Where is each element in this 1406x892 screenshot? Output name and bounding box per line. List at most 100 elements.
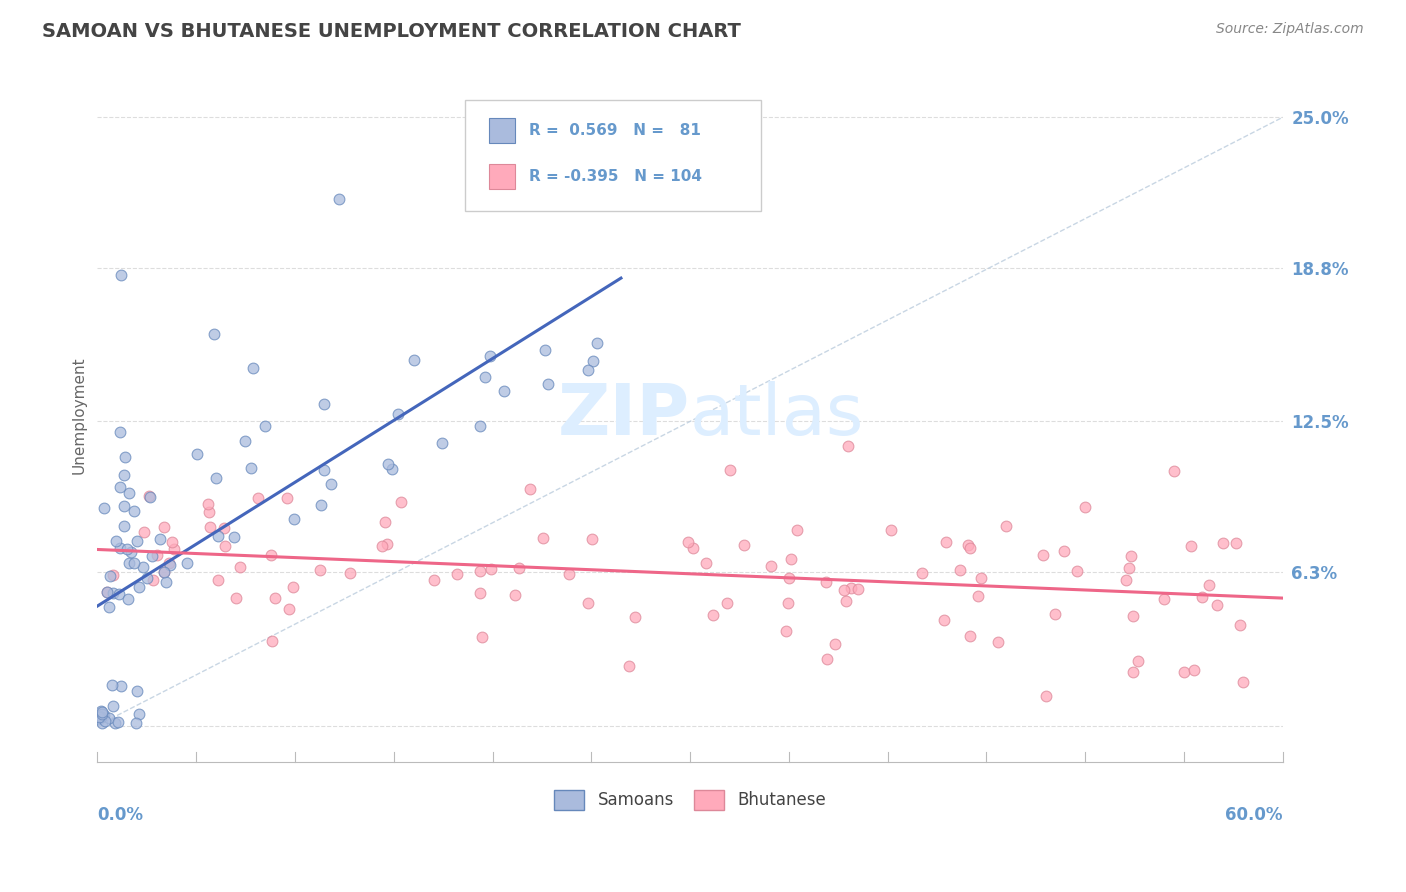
- Point: [815, 575, 838, 590]
- Point: [159, 558, 181, 572]
- Point: [1225, 536, 1247, 550]
- Point: [468, 418, 491, 433]
- Point: [139, 490, 162, 504]
- Point: [949, 563, 972, 577]
- Point: [537, 377, 560, 392]
- Point: [136, 571, 159, 585]
- Point: [328, 192, 350, 206]
- Point: [1232, 674, 1254, 689]
- Point: [1182, 663, 1205, 677]
- Point: [242, 360, 264, 375]
- Text: atlas: atlas: [690, 381, 865, 450]
- Point: [93, 500, 115, 515]
- Point: [835, 594, 858, 608]
- Point: [101, 567, 124, 582]
- Point: [110, 268, 132, 283]
- Point: [619, 659, 641, 673]
- Point: [1115, 574, 1137, 588]
- Point: [468, 586, 491, 600]
- Point: [186, 446, 208, 460]
- Point: [387, 407, 409, 421]
- Point: [107, 715, 129, 730]
- Point: [142, 573, 165, 587]
- Point: [479, 562, 502, 576]
- Point: [1122, 608, 1144, 623]
- Point: [253, 418, 276, 433]
- Point: [1066, 564, 1088, 578]
- Point: [146, 549, 169, 563]
- Point: [446, 567, 468, 582]
- Point: [97, 600, 120, 615]
- Point: [1212, 536, 1234, 550]
- Point: [402, 352, 425, 367]
- Point: [176, 557, 198, 571]
- Legend: Samoans, Bhutanese: Samoans, Bhutanese: [547, 783, 832, 816]
- Point: [1032, 549, 1054, 563]
- Point: [576, 596, 599, 610]
- Point: [96, 584, 118, 599]
- Point: [228, 560, 250, 574]
- Point: [837, 439, 859, 453]
- Point: [153, 520, 176, 534]
- Point: [1043, 607, 1066, 622]
- Y-axis label: Unemployment: Unemployment: [72, 357, 86, 475]
- Point: [212, 521, 235, 535]
- Point: [534, 343, 557, 358]
- Point: [339, 566, 361, 580]
- Point: [1053, 544, 1076, 558]
- Point: [262, 634, 284, 648]
- Point: [470, 564, 492, 578]
- Point: [558, 566, 581, 581]
- Point: [155, 574, 177, 589]
- Point: [846, 582, 869, 596]
- Point: [389, 495, 412, 509]
- Point: [1180, 539, 1202, 553]
- Point: [122, 504, 145, 518]
- Point: [676, 534, 699, 549]
- Point: [202, 326, 225, 341]
- Point: [122, 556, 145, 570]
- Point: [264, 591, 287, 605]
- Point: [104, 716, 127, 731]
- Point: [314, 463, 336, 477]
- Point: [283, 512, 305, 526]
- Point: [152, 565, 174, 579]
- Point: [207, 574, 229, 588]
- Point: [108, 425, 131, 439]
- Point: [374, 515, 396, 529]
- Point: [423, 573, 446, 587]
- Text: 60.0%: 60.0%: [1226, 805, 1282, 824]
- Point: [1121, 549, 1143, 563]
- Text: 0.0%: 0.0%: [97, 805, 143, 824]
- Point: [112, 518, 135, 533]
- Bar: [488, 164, 515, 188]
- Point: [110, 680, 132, 694]
- Point: [682, 541, 704, 555]
- Point: [124, 716, 146, 731]
- Point: [733, 538, 755, 552]
- Point: [120, 545, 142, 559]
- Point: [91, 705, 114, 719]
- Point: [581, 533, 603, 547]
- Point: [114, 468, 136, 483]
- Point: [96, 584, 118, 599]
- Point: [98, 711, 121, 725]
- Point: [131, 560, 153, 574]
- Point: [117, 556, 139, 570]
- Point: [118, 486, 141, 500]
- Point: [260, 548, 283, 562]
- Point: [103, 586, 125, 600]
- Point: [138, 489, 160, 503]
- Point: [94, 714, 117, 728]
- Point: [576, 363, 599, 377]
- Text: R = -0.395   N = 104: R = -0.395 N = 104: [529, 169, 702, 184]
- Point: [935, 535, 957, 549]
- Bar: [488, 119, 515, 143]
- Point: [204, 471, 226, 485]
- Point: [91, 716, 114, 731]
- Point: [880, 523, 903, 537]
- Point: [115, 542, 138, 557]
- Point: [309, 499, 332, 513]
- Point: [235, 434, 257, 449]
- Point: [277, 602, 299, 616]
